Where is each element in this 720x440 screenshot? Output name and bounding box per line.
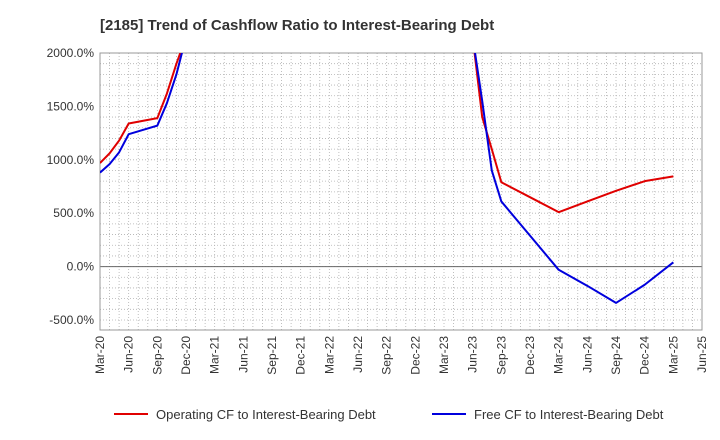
x-tick-label: Dec-20 — [179, 336, 193, 375]
grid — [99, 52, 703, 330]
x-tick-label: Dec-23 — [523, 336, 537, 375]
x-tick-label: Sep-24 — [609, 336, 623, 375]
series-line-1 — [100, 53, 674, 214]
x-tick-label: Mar-20 — [93, 336, 107, 374]
legend-label: Operating CF to Interest-Bearing Debt — [156, 407, 376, 422]
x-tick-label: Dec-21 — [294, 336, 308, 375]
x-tick-label: Dec-24 — [638, 336, 652, 375]
plot-frame — [99, 52, 703, 331]
x-tick-label: Jun-23 — [466, 336, 480, 373]
x-tick-label: Mar-24 — [552, 336, 566, 374]
x-tick-label: Jun-20 — [122, 336, 136, 373]
y-tick-label: 2000.0% — [47, 46, 95, 60]
x-tick-label: Sep-22 — [380, 336, 394, 375]
y-tick-label: -500.0% — [49, 313, 94, 327]
y-tick-label: 0.0% — [67, 260, 95, 274]
x-tick-label: Jun-24 — [580, 336, 594, 373]
x-tick-label: Sep-21 — [265, 336, 279, 375]
x-tick-label: Jun-22 — [351, 336, 365, 373]
x-axis: Mar-20 Jun-20 Sep-20 Dec-20 Mar-21 Jun-21 Sep-… — [93, 336, 709, 375]
x-tick-label: Mar-25 — [666, 336, 680, 374]
x-tick-label: Jun-21 — [236, 336, 250, 373]
x-tick-label: Jun-25 — [695, 336, 709, 373]
legend-label: Free CF to Interest-Bearing Debt — [474, 407, 664, 422]
y-axis: 2000.0% 1500.0% 1000.0% 500.0% 0.0% -500.0% — [47, 46, 95, 327]
series-group — [100, 53, 674, 304]
x-tick-label: Mar-23 — [437, 336, 451, 374]
series-line-2 — [100, 53, 674, 304]
legend: Operating CF to Interest-Bearing Debt Fre… — [114, 407, 664, 422]
x-tick-label: Mar-21 — [208, 336, 222, 374]
chart-title: [2185] Trend of Cashflow Ratio to Intere… — [100, 17, 494, 34]
x-tick-label: Sep-20 — [150, 336, 164, 375]
x-tick-label: Mar-22 — [322, 336, 336, 374]
y-tick-label: 1000.0% — [47, 153, 95, 167]
y-tick-label: 500.0% — [53, 206, 94, 220]
y-tick-label: 1500.0% — [47, 99, 95, 113]
x-tick-label: Sep-23 — [494, 336, 508, 375]
x-tick-label: Dec-22 — [408, 336, 422, 375]
